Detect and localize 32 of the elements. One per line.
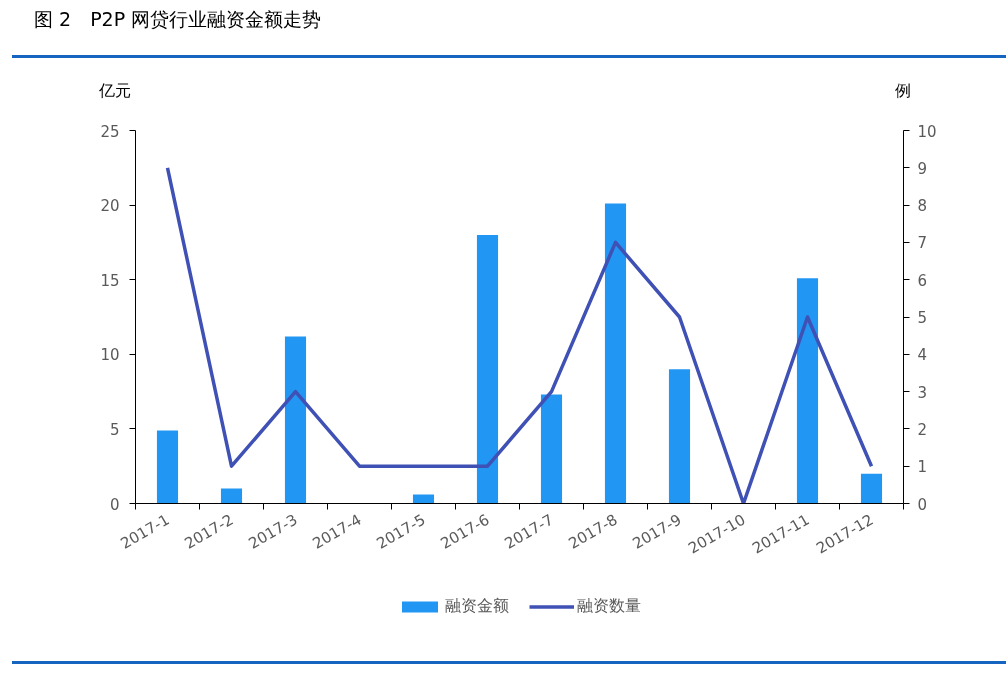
bar [668,369,691,504]
bar [156,430,179,504]
y2-tick-label: 6 [917,271,928,290]
y2-tick-label: 10 [917,122,937,141]
y2-tick-label: 8 [917,197,928,216]
y2-tick-label: 0 [917,495,928,514]
line-series [165,166,874,504]
bar [476,234,499,504]
y-tick-label: 5 [109,420,120,439]
bar [796,278,819,504]
legend-label: 融资金额 [445,595,509,617]
y-tick-label: 10 [100,346,120,365]
y-axis-title: 亿元 [99,80,131,102]
y2-tick-label: 4 [917,346,928,365]
y2-tick-label: 1 [917,458,928,477]
bar [284,336,307,504]
y-tick-label: 20 [100,197,120,216]
y2-tick-label: 2 [917,420,928,439]
y2-tick-label: 3 [917,383,928,402]
y2-tick-label: 5 [917,309,928,327]
bar [604,203,627,504]
legend-label: 融资数量 [577,595,641,617]
bar [540,394,563,504]
y-tick-label: 15 [100,271,120,290]
y2-tick-label: 9 [917,159,928,178]
chart-title: 图 2 P2P 网贷行业融资金额走势 [34,7,322,32]
y-tick-label: 0 [109,495,120,514]
y2-tick-label: 7 [917,234,928,253]
y2-axis-title: 例 [895,80,911,102]
y-tick-label: 25 [100,122,120,141]
bar [220,488,243,504]
bar [860,473,883,504]
